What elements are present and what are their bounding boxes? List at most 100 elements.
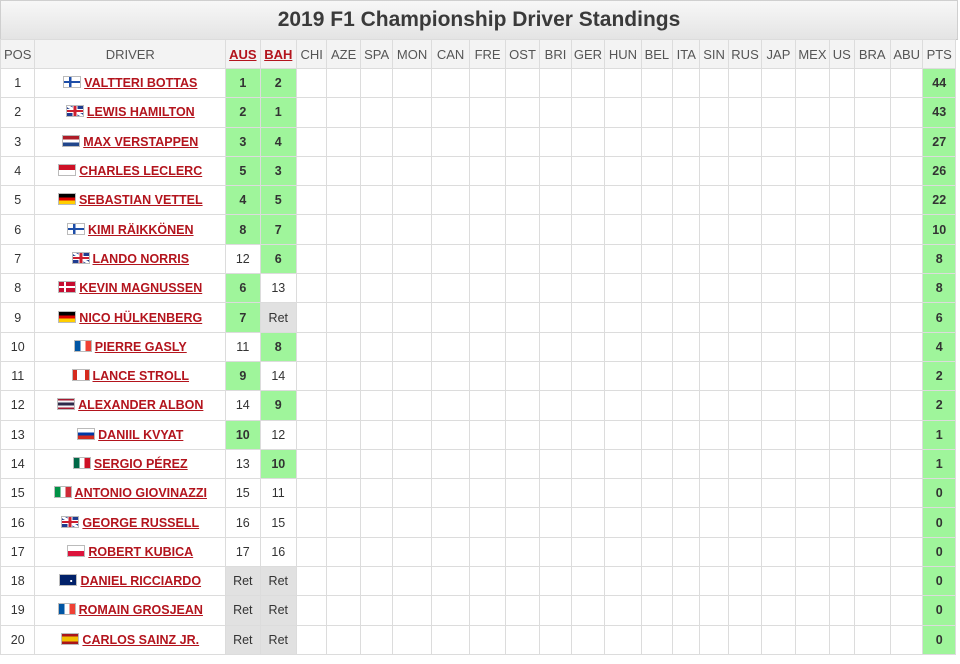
empty-result-cell (392, 97, 432, 128)
driver-link[interactable]: CHARLES LECLERC (79, 164, 203, 179)
driver-link[interactable]: KEVIN MAGNUSSEN (79, 281, 203, 296)
empty-result-cell (672, 624, 701, 655)
empty-result-cell (296, 155, 328, 187)
driver-link[interactable]: LANDO NORRIS (92, 251, 190, 266)
empty-result-cell (392, 331, 432, 362)
empty-result-cell (296, 214, 328, 245)
driver-link[interactable]: GEORGE RUSSELL (82, 515, 200, 530)
position-cell: 13 (0, 419, 36, 450)
empty-result-cell (829, 360, 855, 392)
driver-link[interactable]: LEWIS HAMILTON (86, 105, 195, 120)
driver-link[interactable]: PIERRE GASLY (94, 339, 187, 354)
driver-link[interactable]: SEBASTIAN VETTEL (78, 193, 203, 208)
table-row: 5 SEBASTIAN VETTEL 4 5 22 (0, 185, 956, 216)
driver-link[interactable]: KIMI RÄIKKÖNEN (87, 222, 194, 237)
empty-result-cell (392, 448, 432, 480)
empty-result-cell (326, 126, 361, 157)
driver-link[interactable]: DANIEL RICCIARDO (80, 574, 202, 589)
empty-result-cell (853, 507, 891, 538)
points-cell: 26 (922, 155, 956, 187)
empty-result-cell (296, 595, 328, 626)
empty-result-cell (604, 331, 642, 362)
driver-cell: PIERRE GASLY (34, 331, 227, 362)
race-result-cell: 11 (259, 478, 298, 509)
driver-link[interactable]: LANCE STROLL (92, 369, 190, 384)
column-header-race-bah[interactable]: BAH (259, 39, 298, 69)
race-link[interactable]: BAH (264, 46, 293, 62)
empty-result-cell (392, 243, 432, 275)
empty-result-cell (889, 302, 924, 333)
empty-result-cell (889, 126, 924, 157)
empty-result-cell (604, 390, 642, 421)
empty-result-cell (829, 243, 855, 275)
driver-link[interactable]: SERGIO PÉREZ (93, 457, 188, 471)
empty-result-cell (359, 419, 394, 450)
driver-cell: SERGIO PÉREZ (34, 448, 227, 480)
empty-result-cell (392, 507, 432, 538)
empty-result-cell (727, 155, 763, 187)
race-link[interactable]: AUS (229, 46, 257, 62)
table-row: 9 NICO HÜLKENBERG 7 Ret 6 (0, 302, 956, 333)
empty-result-cell (640, 624, 674, 655)
empty-result-cell (829, 448, 855, 480)
empty-result-cell (539, 97, 572, 128)
driver-link[interactable]: MAX VERSTAPPEN (83, 134, 199, 149)
empty-result-cell (539, 155, 572, 187)
empty-result-cell (392, 624, 432, 655)
empty-result-cell (326, 67, 361, 99)
empty-result-cell (829, 507, 855, 538)
driver-link[interactable]: ROMAIN GROSJEAN (78, 603, 203, 618)
empty-result-cell (727, 390, 763, 421)
table-row: 16 GEORGE RUSSELL 16 15 0 (0, 507, 956, 538)
empty-result-cell (761, 302, 796, 333)
standings-rows: 1 VALTTERI BOTTAS 1 2 44 2 LEWIS HAMILTON 2 1 43 3… (0, 67, 956, 655)
column-header-race-aze: AZE (326, 39, 361, 69)
driver-link[interactable]: ALEXANDER ALBON (78, 398, 204, 413)
driver-link[interactable]: DANIIL KVYAT (98, 427, 184, 442)
driver-link[interactable]: ROBERT KUBICA (88, 544, 194, 559)
empty-result-cell (296, 536, 328, 568)
race-result-cell: Ret (225, 624, 261, 655)
empty-result-cell (727, 243, 763, 275)
empty-result-cell (604, 624, 642, 655)
driver-cell: ROBERT KUBICA (34, 536, 227, 568)
race-result-cell: 16 (259, 536, 298, 568)
driver-cell: MAX VERSTAPPEN (34, 126, 227, 157)
driver-link[interactable]: VALTTERI BOTTAS (84, 76, 198, 91)
empty-result-cell (829, 97, 855, 128)
column-header-race-aus[interactable]: AUS (225, 39, 261, 69)
race-result-cell: Ret (259, 566, 298, 597)
empty-result-cell (794, 448, 831, 480)
empty-result-cell (727, 185, 763, 216)
empty-result-cell (761, 507, 796, 538)
column-header-race-can: CAN (430, 39, 471, 69)
empty-result-cell (640, 185, 674, 216)
australia-flag-icon (59, 574, 78, 587)
empty-result-cell (640, 419, 674, 450)
position-cell: 19 (0, 595, 36, 626)
column-header-race-jap: JAP (761, 39, 796, 69)
column-header-race-bel: BEL (640, 39, 674, 69)
driver-link[interactable]: ANTONIO GIOVINAZZI (74, 486, 207, 501)
driver-link[interactable]: NICO HÜLKENBERG (79, 310, 203, 325)
race-result-cell: 9 (259, 390, 298, 421)
driver-cell: VALTTERI BOTTAS (34, 67, 227, 99)
empty-result-cell (761, 273, 796, 304)
empty-result-cell (794, 243, 831, 275)
thailand-flag-icon (57, 398, 76, 411)
empty-result-cell (359, 126, 394, 157)
column-header-pos: POS (0, 39, 36, 69)
points-cell: 10 (922, 214, 956, 245)
column-header-race-rus: RUS (727, 39, 763, 69)
table-row: 17 ROBERT KUBICA 17 16 0 (0, 536, 956, 568)
empty-result-cell (359, 331, 394, 362)
empty-result-cell (469, 478, 506, 509)
driver-link[interactable]: CARLOS SAINZ JR. (82, 632, 200, 647)
empty-result-cell (604, 478, 642, 509)
empty-result-cell (430, 419, 471, 450)
table-row: 3 MAX VERSTAPPEN 3 4 27 (0, 126, 956, 157)
empty-result-cell (469, 273, 506, 304)
france-flag-icon (57, 603, 76, 616)
table-row: 1 VALTTERI BOTTAS 1 2 44 (0, 67, 956, 99)
race-result-cell: 4 (259, 126, 298, 157)
